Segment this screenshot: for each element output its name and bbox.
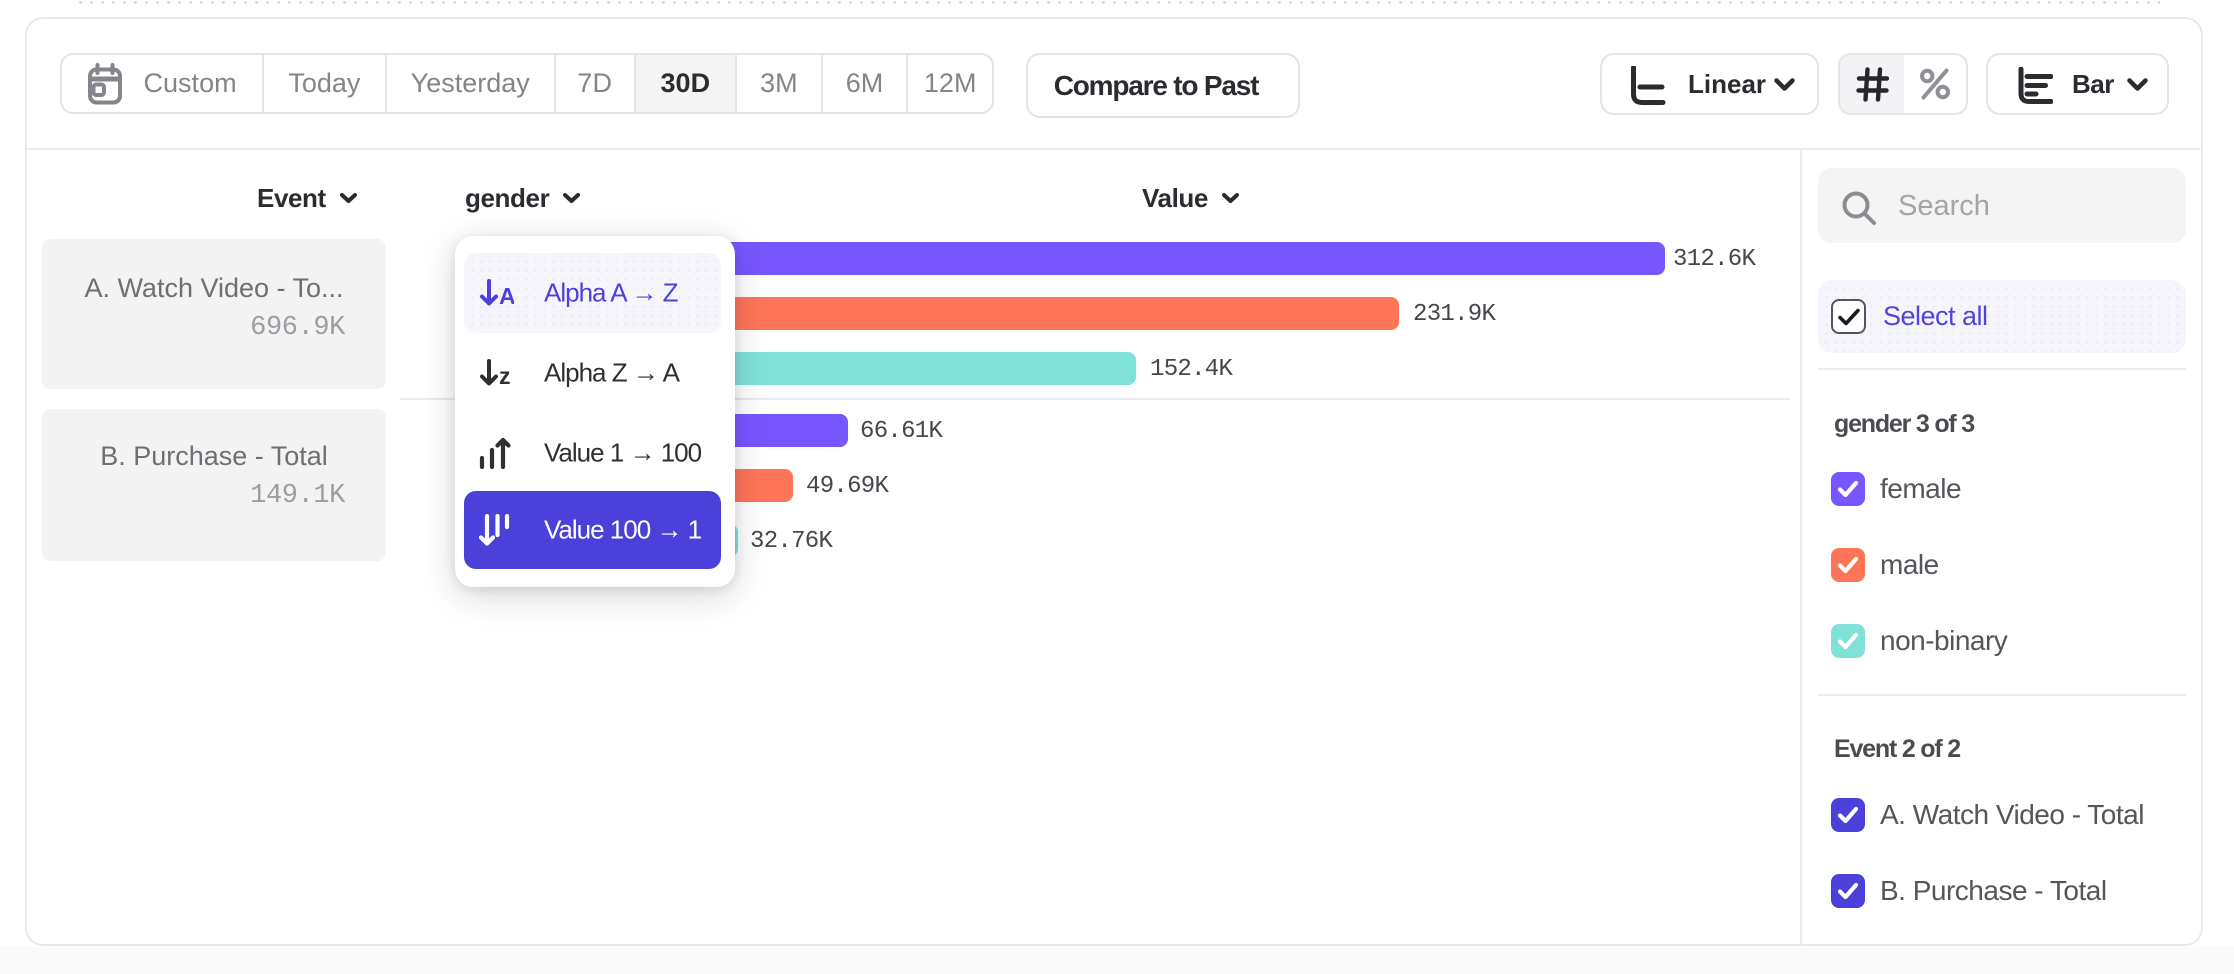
svg-text:z: z [499, 363, 511, 388]
svg-text:A: A [499, 283, 514, 308]
